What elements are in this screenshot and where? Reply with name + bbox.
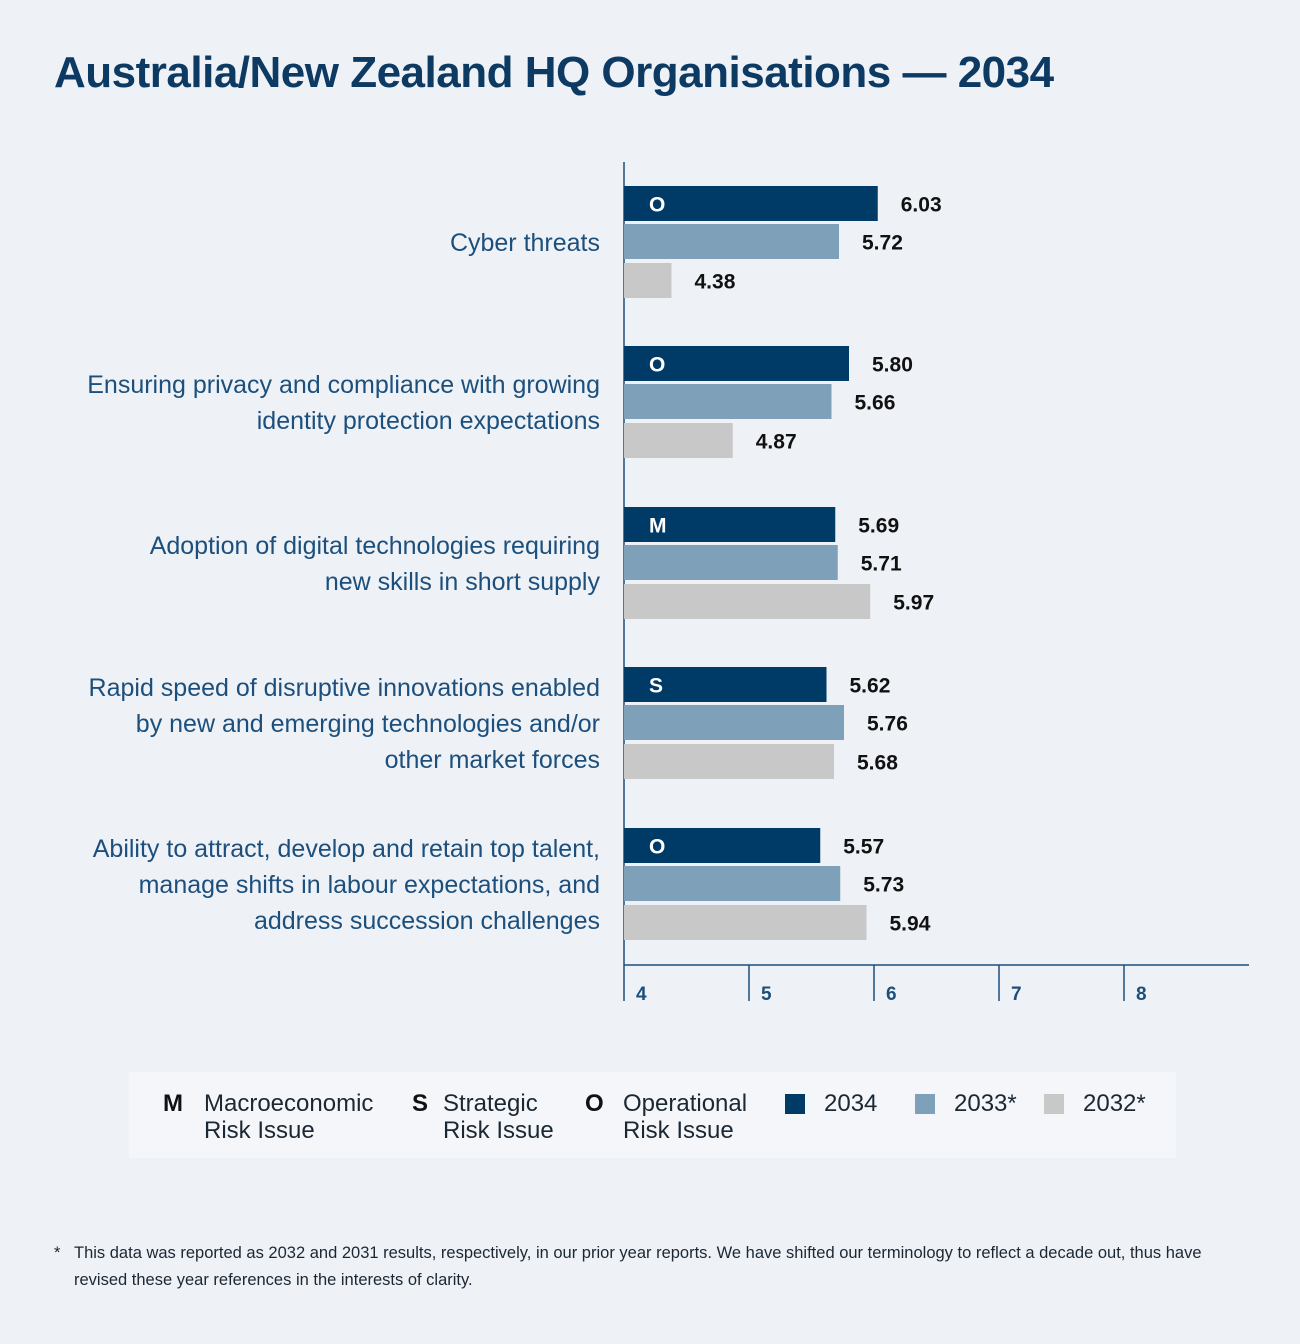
bar-4-series-2032 xyxy=(624,744,834,779)
category-label-3-line-1: Adoption of digital technologies requiri… xyxy=(150,532,600,560)
legend: M Macroeconomic Risk Issue S Strategic R… xyxy=(129,1072,1176,1158)
category-label-4-line-1: Rapid speed of disruptive innovations en… xyxy=(89,674,600,702)
x-tick-label-4: 4 xyxy=(636,984,647,1005)
legend-swatch-2034 xyxy=(785,1094,805,1114)
risk-type-letter-4: S xyxy=(649,675,663,698)
value-label-2-series-2034: 5.80 xyxy=(872,354,913,377)
bar-2-series-2034 xyxy=(624,346,849,381)
value-label-1-series-2032: 4.38 xyxy=(695,271,736,294)
bar-3-series-2032 xyxy=(624,584,871,619)
bar-5-series-2034 xyxy=(624,828,821,863)
bar-2-series-2032 xyxy=(624,423,733,458)
legend-label-2034: 2034 xyxy=(824,1090,878,1117)
x-tick-label-7: 7 xyxy=(1011,984,1022,1005)
bar-2-series-2033 xyxy=(624,384,832,419)
value-label-5-series-2033: 5.73 xyxy=(863,874,904,897)
value-label-5-series-2032: 5.94 xyxy=(890,913,931,936)
category-label-5-line-2: manage shifts in labour expectations, an… xyxy=(139,871,600,899)
category-label-4-line-2: by new and emerging technologies and/or xyxy=(136,710,600,738)
x-tick-label-8: 8 xyxy=(1136,984,1147,1005)
value-label-3-series-2032: 5.97 xyxy=(893,592,934,615)
legend-label-2033: 2033* xyxy=(954,1090,1017,1117)
bar-3-series-2034 xyxy=(624,507,836,542)
bar-5-series-2032 xyxy=(624,905,867,940)
bar-4-series-2033 xyxy=(624,705,844,740)
risk-type-letter-5: O xyxy=(649,836,665,859)
category-label-3-line-2: new skills in short supply xyxy=(325,568,601,596)
bar-1-series-2034 xyxy=(624,186,878,221)
legend-label-macroeconomic: Macroeconomic Risk Issue xyxy=(204,1090,374,1144)
value-label-2-series-2032: 4.87 xyxy=(756,431,797,454)
category-label-2-line-2: identity protection expectations xyxy=(257,407,600,435)
value-label-5-series-2034: 5.57 xyxy=(843,836,884,859)
bar-chart: 4 5 6 7 8 Cyber threats 6.03 O 5.72 4.38 Ensuring … xyxy=(87,162,1249,1005)
legend-swatch-2033 xyxy=(915,1094,935,1114)
footnote-marker: * xyxy=(54,1244,61,1262)
legend-letter-o: O xyxy=(585,1090,604,1117)
value-label-3-series-2034: 5.69 xyxy=(858,515,899,538)
bar-5-series-2033 xyxy=(624,866,841,901)
value-label-4-series-2033: 5.76 xyxy=(867,713,908,736)
legend-label-strategic: Strategic Risk Issue xyxy=(443,1090,554,1144)
footnote-text: This data was reported as 2032 and 2031 … xyxy=(74,1244,1202,1289)
bar-3-series-2033 xyxy=(624,545,838,580)
legend-label-operational: Operational Risk Issue xyxy=(623,1090,748,1144)
category-label-5-line-3: address succession challenges xyxy=(254,907,600,935)
bar-4-series-2034 xyxy=(624,667,827,702)
value-label-1-series-2034: 6.03 xyxy=(901,194,942,217)
risk-type-letter-1: O xyxy=(649,194,665,217)
value-label-3-series-2033: 5.71 xyxy=(861,553,902,576)
category-label-4-line-3: other market forces xyxy=(385,746,600,774)
x-tick-label-6: 6 xyxy=(886,984,897,1005)
risk-type-letter-3: M xyxy=(649,515,667,538)
legend-swatch-2032 xyxy=(1044,1094,1064,1114)
bar-1-series-2032 xyxy=(624,263,672,298)
category-label-2-line-1: Ensuring privacy and compliance with gro… xyxy=(87,371,600,399)
x-tick-label-5: 5 xyxy=(761,984,772,1005)
value-label-4-series-2034: 5.62 xyxy=(850,675,891,698)
value-label-1-series-2033: 5.72 xyxy=(862,232,903,255)
legend-letter-s: S xyxy=(412,1090,429,1117)
legend-label-2032: 2032* xyxy=(1083,1090,1146,1117)
value-label-2-series-2033: 5.66 xyxy=(855,392,896,415)
bar-1-series-2033 xyxy=(624,224,839,259)
chart-title: Australia/New Zealand HQ Organisations —… xyxy=(54,48,1054,97)
risk-type-letter-2: O xyxy=(649,354,665,377)
value-label-4-series-2032: 5.68 xyxy=(857,752,898,775)
category-label-1-line-1: Cyber threats xyxy=(450,229,600,257)
legend-letter-m: M xyxy=(163,1090,183,1117)
category-label-5-line-1: Ability to attract, develop and retain t… xyxy=(93,835,600,863)
